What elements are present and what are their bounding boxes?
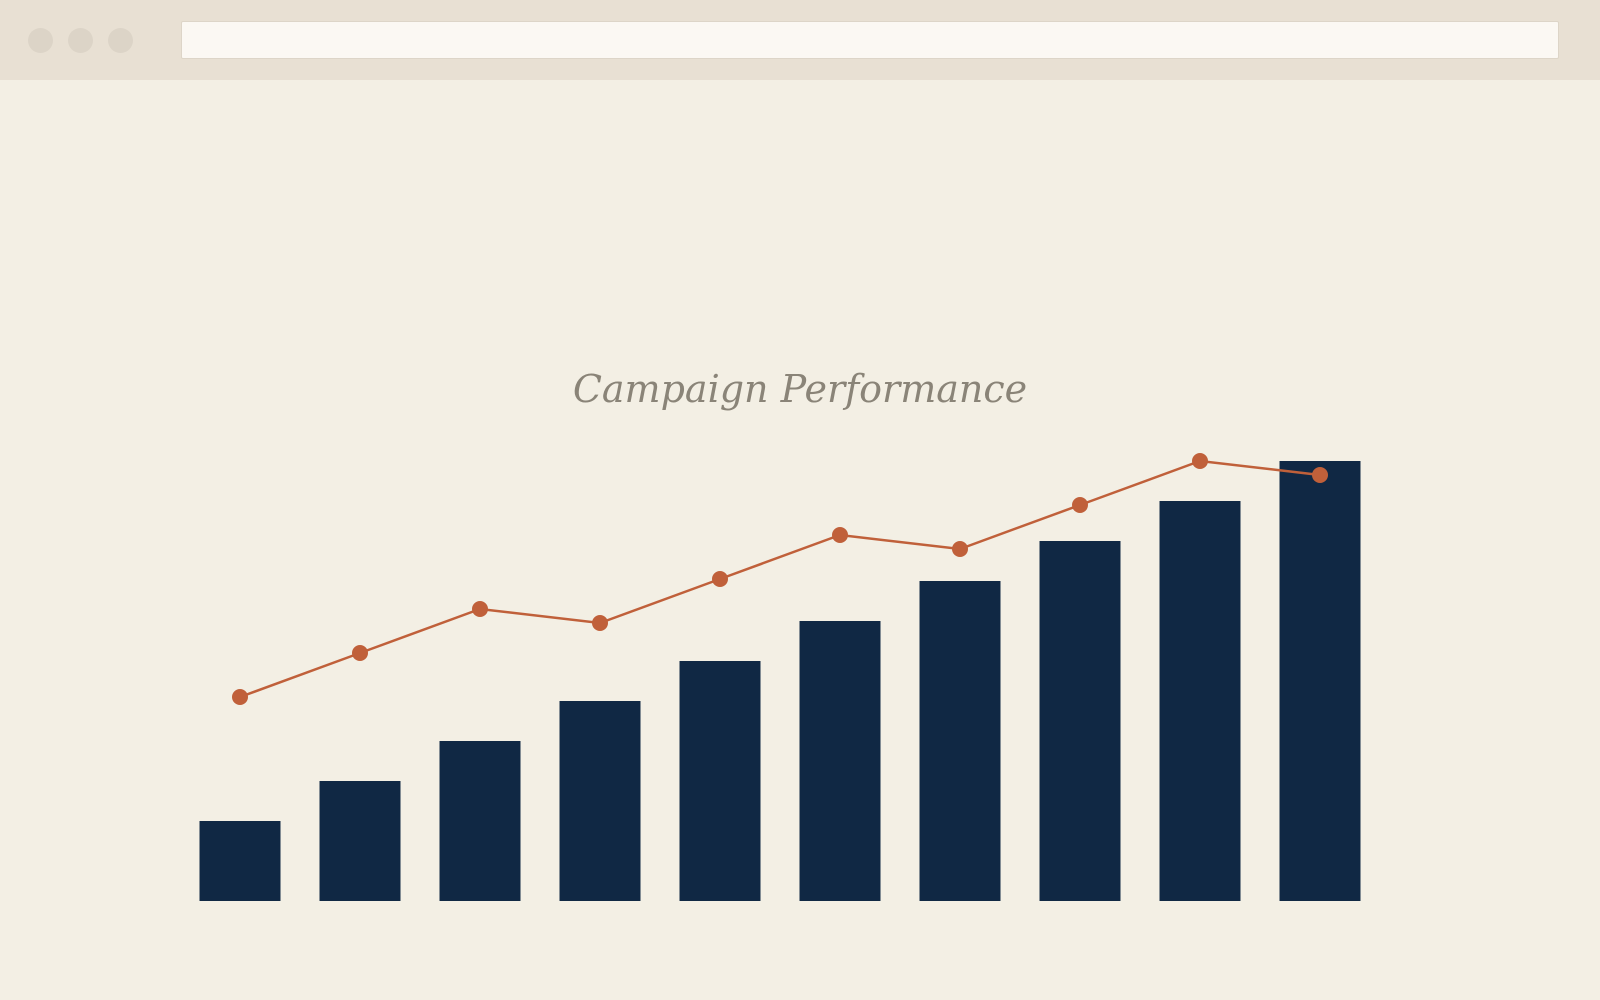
bar-8: [1039, 541, 1121, 901]
bar-3: [439, 741, 521, 901]
bar-9: [1159, 501, 1241, 901]
bar-5: [679, 661, 761, 901]
window-close-control[interactable]: [28, 28, 53, 53]
browser-titlebar: [0, 0, 1600, 80]
line-point-4: [592, 615, 608, 631]
line-point-10: [1312, 467, 1328, 483]
page-content: Campaign Performance: [0, 80, 1600, 1000]
line-point-9: [1192, 453, 1208, 469]
line-series: [232, 453, 1328, 705]
address-bar[interactable]: [181, 21, 1559, 59]
line-point-8: [1072, 497, 1088, 513]
bar-series: [199, 461, 1361, 901]
window-maximize-control[interactable]: [108, 28, 133, 53]
line-point-6: [832, 527, 848, 543]
bar-7: [919, 581, 1001, 901]
line-point-7: [952, 541, 968, 557]
bar-6: [799, 621, 881, 901]
bar-2: [319, 781, 401, 901]
line-point-2: [352, 645, 368, 661]
line-point-5: [712, 571, 728, 587]
line-point-3: [472, 601, 488, 617]
bar-4: [559, 701, 641, 901]
line-point-1: [232, 689, 248, 705]
bar-1: [199, 821, 281, 901]
campaign-performance-chart: Campaign Performance: [199, 367, 1361, 901]
trend-line: [239, 459, 1321, 699]
bar-10: [1279, 461, 1361, 901]
window-minimize-control[interactable]: [68, 28, 93, 53]
chart-title: Campaign Performance: [573, 367, 1027, 411]
